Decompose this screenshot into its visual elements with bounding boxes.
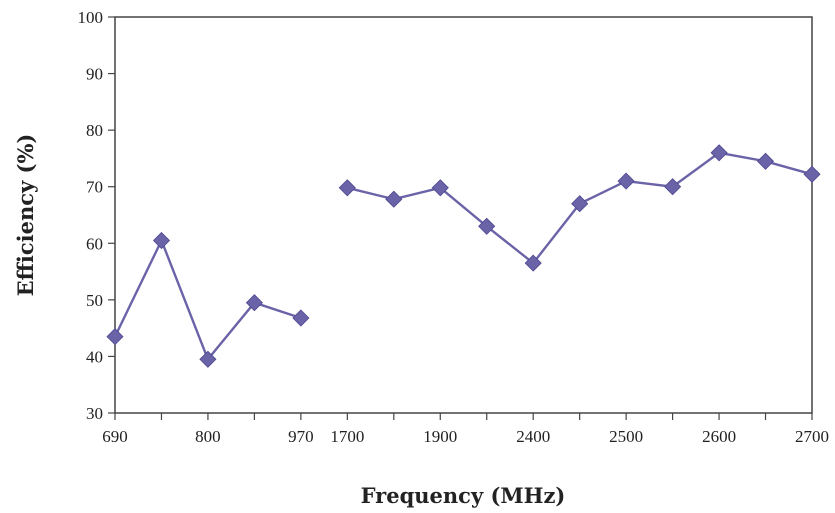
x-axis-title: Frequency (MHz) [361, 483, 566, 508]
y-tick-label: 50 [86, 291, 103, 310]
plot-frame [114, 16, 813, 414]
y-tick-label: 60 [86, 234, 103, 253]
efficiency-series [106, 144, 821, 368]
y-tick-label: 40 [86, 347, 103, 366]
x-tick-label: 800 [195, 427, 221, 446]
x-tick-label: 1700 [330, 427, 364, 446]
data-point-marker [292, 309, 310, 327]
y-tick-label: 70 [86, 178, 103, 197]
x-tick-label: 690 [102, 427, 128, 446]
series-line [113, 237, 302, 362]
data-point-marker [803, 165, 821, 183]
data-point-marker [664, 178, 682, 196]
data-point-marker [524, 254, 542, 272]
data-point-marker [152, 231, 171, 250]
data-point-marker [617, 172, 635, 190]
data-point-marker [710, 144, 728, 162]
data-point-marker [431, 179, 449, 197]
x-tick-label: 2700 [795, 427, 829, 446]
data-point-marker [199, 350, 217, 368]
x-axis-ticks: 690 800 970 1700 1900 2400 2500 2600 2700 [102, 413, 829, 446]
data-point-marker [385, 190, 403, 208]
x-tick-label: 2500 [609, 427, 643, 446]
y-axis-title: Efficiency (%) [13, 134, 38, 297]
y-axis-ticks: 30 40 50 60 70 80 90 100 [78, 8, 115, 423]
data-point-marker [106, 328, 124, 346]
x-tick-label: 2400 [516, 427, 550, 446]
data-point-marker [756, 152, 775, 170]
x-tick-label: 970 [288, 427, 314, 446]
data-point-marker [478, 217, 496, 235]
x-tick-label: 1900 [423, 427, 457, 446]
data-point-marker [338, 179, 356, 197]
x-tick-label: 2600 [702, 427, 736, 446]
y-tick-label: 100 [78, 8, 104, 27]
y-tick-label: 30 [86, 404, 103, 423]
y-tick-label: 80 [86, 121, 103, 140]
data-point-marker [571, 195, 589, 213]
y-tick-label: 90 [86, 65, 103, 84]
data-point-marker [245, 294, 263, 312]
